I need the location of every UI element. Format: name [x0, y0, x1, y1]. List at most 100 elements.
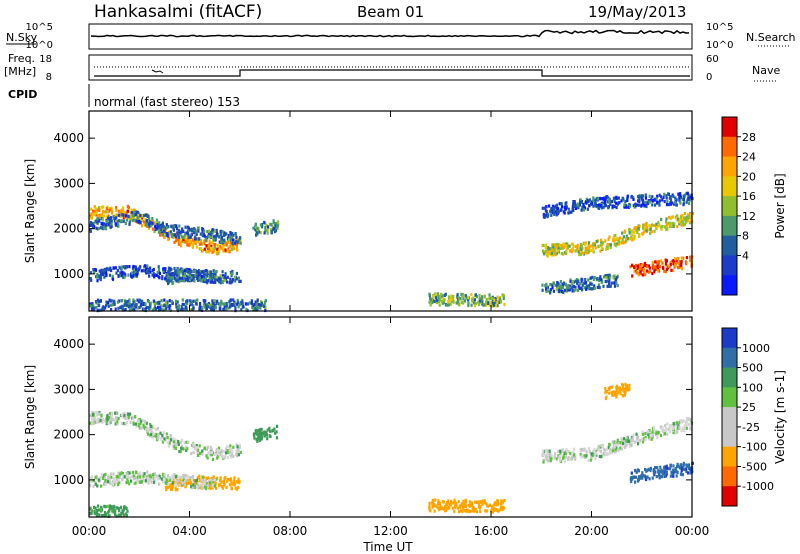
data-cell: [561, 448, 564, 452]
data-cell: [592, 243, 595, 247]
data-cell: [218, 453, 221, 457]
data-cell: [117, 513, 120, 517]
data-cell: [175, 224, 178, 228]
data-cell: [112, 266, 115, 270]
cpid-label: CPID: [8, 88, 37, 101]
data-cell: [635, 432, 638, 436]
data-cell: [218, 277, 221, 281]
data-cell: [656, 267, 659, 271]
data-cell: [210, 478, 213, 482]
data-cell: [167, 281, 170, 286]
data-cell: [121, 474, 124, 478]
data-cell: [192, 451, 195, 455]
velocity-colorbar-swatches: [722, 328, 737, 507]
data-cell: [590, 202, 593, 206]
data-cell: [605, 447, 608, 451]
data-cell: [565, 286, 569, 290]
data-cell: [142, 419, 145, 423]
data-cell: [433, 299, 436, 303]
data-cell: [559, 449, 562, 453]
data-cell: [139, 420, 143, 424]
data-cell: [212, 301, 215, 306]
data-cell: [114, 509, 117, 513]
data-cell: [187, 226, 191, 230]
data-cell: [221, 280, 224, 284]
data-cell: [239, 279, 242, 283]
data-cell: [91, 412, 95, 416]
data-cell: [670, 201, 673, 205]
data-cell: [648, 437, 651, 441]
data-cell: [255, 305, 258, 309]
data-cell: [208, 275, 211, 279]
data-cell: [655, 265, 658, 269]
data-cell: [214, 305, 217, 309]
data-cell: [135, 424, 138, 428]
data-cell: [259, 231, 262, 235]
data-cell: [141, 224, 144, 228]
data-cell: [592, 196, 595, 200]
data-cell: [653, 270, 656, 274]
data-cell: [626, 436, 629, 440]
data-cell: [689, 214, 692, 218]
data-cell: [176, 487, 179, 492]
data-cell: [230, 240, 233, 244]
data-cell: [678, 466, 681, 470]
data-cell: [171, 477, 174, 481]
data-cell: [110, 411, 113, 415]
data-cell: [478, 503, 481, 507]
date-title: 19/May/2013: [588, 3, 686, 21]
data-cell: [547, 459, 550, 463]
data-cell: [489, 301, 492, 305]
data-cell: [235, 449, 238, 453]
data-cell: [666, 227, 669, 231]
data-cell: [171, 474, 174, 478]
data-cell: [138, 266, 141, 270]
data-cell: [134, 415, 137, 419]
data-cell: [103, 475, 106, 479]
data-cell: [147, 271, 150, 275]
data-cell: [95, 211, 98, 215]
data-cell: [460, 509, 463, 513]
data-cell: [195, 478, 198, 482]
data-cell: [610, 199, 613, 204]
data-cell: [674, 264, 677, 268]
data-cell: [226, 449, 229, 453]
data-cell: [557, 250, 560, 254]
data-cell: [118, 265, 121, 269]
data-cell: [130, 208, 133, 212]
data-cell: [556, 243, 559, 247]
velocity-colorbar-tick-label: 100: [742, 381, 763, 394]
data-cell: [258, 439, 261, 443]
data-cell: [195, 444, 198, 448]
data-cell: [550, 456, 553, 460]
data-cell: [588, 284, 591, 288]
data-cell: [645, 226, 649, 230]
data-cell: [674, 467, 677, 471]
data-cell: [197, 226, 200, 230]
data-cell: [588, 204, 591, 208]
data-cell: [609, 450, 612, 454]
data-cell: [454, 505, 457, 510]
data-cell: [213, 478, 216, 482]
data-cell: [556, 210, 559, 214]
data-cell: [168, 478, 171, 482]
data-cell: [157, 224, 160, 228]
data-cell: [665, 267, 669, 271]
data-cell: [224, 476, 227, 480]
data-cell: [619, 236, 622, 240]
data-cell: [553, 205, 556, 209]
data-cell: [102, 307, 105, 311]
data-cell: [233, 241, 237, 245]
data-cell: [224, 451, 228, 455]
data-cell: [256, 226, 259, 230]
data-cell: [210, 233, 213, 237]
data-cell: [485, 300, 488, 304]
data-cell: [152, 299, 156, 303]
data-cell: [93, 205, 96, 209]
data-cell: [200, 308, 204, 312]
data-cell: [483, 501, 486, 505]
data-cell: [562, 242, 565, 246]
velocity-ytick-label: 4000: [53, 337, 84, 351]
data-cell: [198, 454, 201, 458]
data-cell: [661, 472, 665, 476]
